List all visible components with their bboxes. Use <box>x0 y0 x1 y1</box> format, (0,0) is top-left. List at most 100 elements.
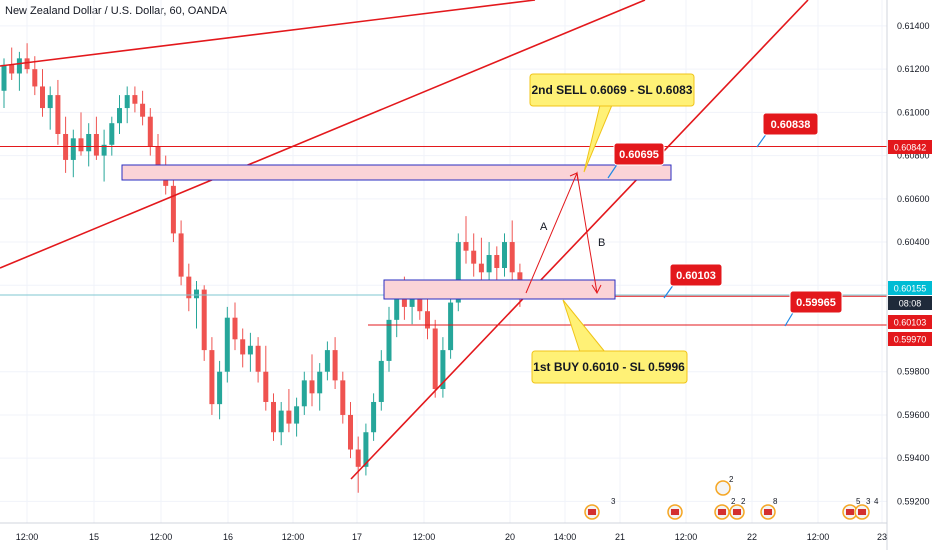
event-flag-icon-stripe <box>846 509 854 515</box>
callout-buy <box>531 350 688 384</box>
price-label <box>669 263 723 287</box>
candle-body <box>271 401 276 433</box>
axis-price-tag-text: 0.60155 <box>894 284 927 294</box>
candle-body <box>232 317 238 340</box>
y-tick-label: 0.61200 <box>897 64 930 74</box>
candle-body <box>186 276 192 299</box>
callout-pointer-buy <box>562 299 606 353</box>
x-tick-label: 22 <box>747 532 757 542</box>
candle-body <box>170 185 176 234</box>
x-tick-label: 23 <box>877 532 887 542</box>
candle-body <box>417 289 423 312</box>
x-tick-label: 12:00 <box>807 532 830 542</box>
event-flag-icon <box>715 480 731 496</box>
candle-body <box>70 138 76 160</box>
event-flag-icon-stripe <box>718 509 726 515</box>
wave-label-a: A <box>540 221 548 233</box>
x-axis: 12:00 15 12:00 16 12:00 17 12:00 20 14:00 21 12:00… <box>0 522 887 542</box>
candle-body <box>309 380 315 394</box>
candle-body <box>9 64 15 74</box>
candle-body <box>324 350 330 372</box>
candle-body <box>286 410 292 424</box>
x-tick-label: 16 <box>223 532 233 542</box>
candle-body <box>40 86 45 109</box>
candle-body <box>240 339 246 355</box>
candle-body <box>371 401 377 433</box>
candle-body <box>486 255 492 273</box>
candle-body <box>140 103 146 117</box>
candle-body <box>24 58 30 70</box>
candle-body <box>425 311 430 329</box>
axis-price-tag <box>888 140 932 154</box>
y-tick-label: 0.60400 <box>897 237 930 247</box>
price-label <box>762 112 819 136</box>
axis-price-tag-text: 0.60842 <box>894 143 927 153</box>
candle-body <box>448 302 454 351</box>
arrow-head-up <box>569 172 579 182</box>
price-label <box>613 142 665 166</box>
candle-body <box>194 289 199 299</box>
x-tick-label: 20 <box>505 532 515 542</box>
candle-body <box>209 350 215 405</box>
axis-price-tag <box>888 315 932 329</box>
price-label-text: 0.60695 <box>619 149 659 161</box>
candle-body <box>155 146 161 169</box>
y-tick-label: 0.59600 <box>897 410 930 420</box>
label-leader <box>784 310 795 327</box>
x-tick-label: 21 <box>615 532 625 542</box>
candle-body <box>355 449 361 467</box>
x-tick-label: 17 <box>352 532 362 542</box>
grid <box>0 0 887 523</box>
candle-body <box>378 360 384 402</box>
candle-body <box>294 406 300 424</box>
candle-body <box>247 345 253 355</box>
candle-body <box>178 233 184 277</box>
candle-body <box>201 289 207 351</box>
axis-price-tag <box>888 296 932 310</box>
axis-price-tag <box>888 281 932 295</box>
y-tick-label: 0.61400 <box>897 21 930 31</box>
candle-body <box>263 371 269 402</box>
candle-body <box>117 108 122 124</box>
event-flag-icon-stripe <box>671 509 679 515</box>
y-tick-label: 0.61000 <box>897 107 930 117</box>
candle-body <box>432 328 438 390</box>
candle-body <box>55 95 61 134</box>
x-tick-label: 12:00 <box>675 532 698 542</box>
candle-body <box>109 123 115 145</box>
y-tick-label: 0.60800 <box>897 151 930 161</box>
candle-body <box>440 350 446 390</box>
event-flag-icon-stripe <box>733 509 741 515</box>
y-tick-label: 0.59800 <box>897 367 930 377</box>
candle-body <box>101 144 107 156</box>
candle-body <box>386 319 392 361</box>
candle-body <box>147 116 153 147</box>
axis-price-tag <box>888 332 932 346</box>
x-tick-label: 12:00 <box>282 532 305 542</box>
event-flag-icon-stripe <box>764 509 772 515</box>
candle-body <box>455 242 461 303</box>
candle-body <box>502 242 507 268</box>
axis-price-tag-text: 08:08 <box>899 299 922 309</box>
candle-body <box>363 432 369 467</box>
y-axis: 0.61400 0.61200 0.61000 0.60800 0.60600 0.604… <box>886 0 932 550</box>
candle-body <box>86 133 92 152</box>
y-tick-label: 0.59200 <box>897 496 930 506</box>
event-markers: 322 2 8 5 3 4 <box>584 475 879 520</box>
candle-body <box>224 317 230 372</box>
price-label-text: 0.60838 <box>771 119 811 131</box>
x-tick-label: 12:00 <box>413 532 436 542</box>
candle-body <box>47 95 53 109</box>
candle-body <box>217 371 223 405</box>
trend-line-upper <box>0 0 536 67</box>
x-tick-label: 15 <box>89 532 99 542</box>
chart-title: New Zealand Dollar / U.S. Dollar, 60, OA… <box>5 5 228 17</box>
candle-body <box>494 255 500 268</box>
y-axis-bg <box>887 0 932 523</box>
candle-body <box>78 138 84 152</box>
candle-body <box>471 250 477 264</box>
y-tick-label: 0.59400 <box>897 453 930 463</box>
candles <box>1 43 523 493</box>
event-count: 3 <box>611 497 616 506</box>
